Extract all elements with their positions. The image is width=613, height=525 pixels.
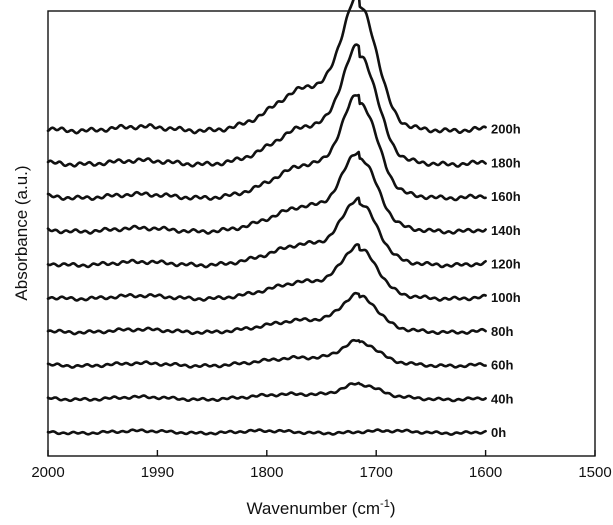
series-lines: [46, 0, 487, 436]
x-tick-label: 1500: [578, 464, 611, 481]
x-tick-label: 1600: [469, 464, 502, 481]
series-label-120h: 120h: [491, 257, 521, 272]
x-ticks: [47, 450, 596, 456]
series-line-100h: [46, 243, 487, 302]
series-line-60h: [46, 338, 487, 369]
series-label-180h: 180h: [491, 155, 521, 170]
series-line-140h: [46, 150, 487, 235]
series-line-200h: [46, 0, 487, 135]
plot-frame: [47, 10, 596, 457]
series-line-80h: [46, 291, 487, 336]
series-line-40h: [46, 381, 487, 403]
x-tick-label: 1700: [360, 464, 393, 481]
series-label-40h: 40h: [491, 391, 513, 406]
series-line-160h: [46, 93, 487, 202]
series-label-60h: 60h: [491, 358, 513, 373]
series-line-0h: [46, 428, 487, 436]
series-label-100h: 100h: [491, 290, 521, 305]
x-tick-labels: 2000 1990 1800 1700 1600 1500: [31, 464, 611, 481]
series-label-160h: 160h: [491, 189, 521, 204]
x-axis-title: Wavenumber (cm-1): [247, 498, 396, 518]
x-tick-label: 1990: [141, 464, 174, 481]
series-label-0h: 0h: [491, 425, 506, 440]
series-line-120h: [46, 196, 487, 269]
x-tick-label: 2000: [31, 464, 64, 481]
y-axis-title: Absorbance (a.u.): [12, 165, 31, 300]
series-label-140h: 140h: [491, 223, 521, 238]
series-line-180h: [46, 43, 487, 168]
series-label-80h: 80h: [491, 324, 513, 339]
x-tick-label: 1800: [250, 464, 283, 481]
series-labels: 0h 40h 60h 80h 100h 120h 140h 160h 180h 200h: [491, 122, 521, 440]
series-label-200h: 200h: [491, 122, 521, 137]
